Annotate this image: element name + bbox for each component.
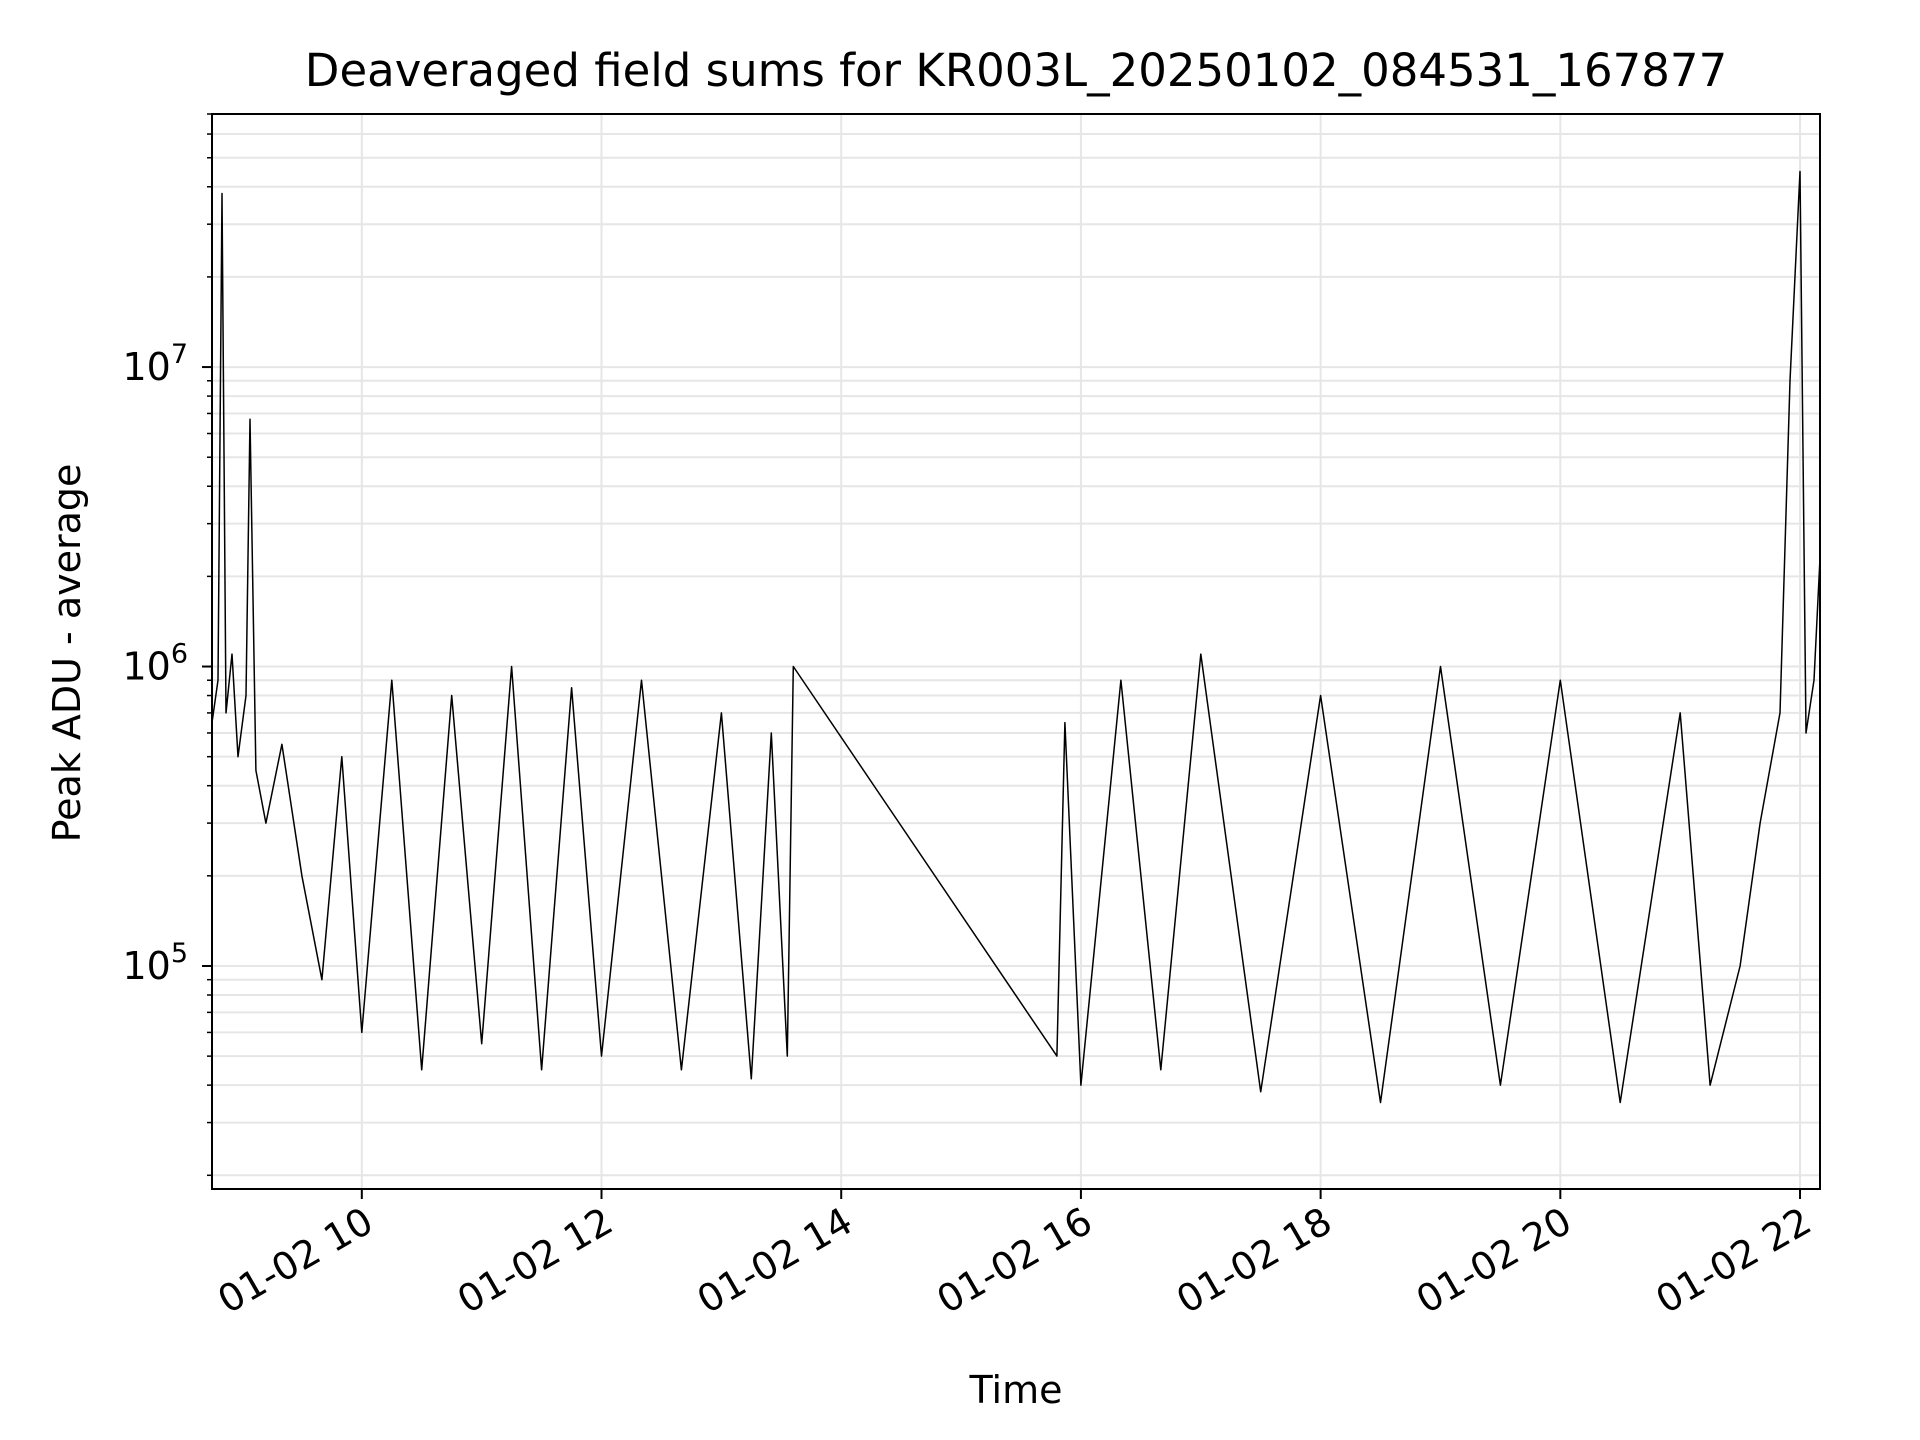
grid	[212, 113, 1820, 1189]
series-layer	[211, 170, 1821, 1104]
y-axis: 105 106 107	[122, 113, 212, 1177]
chart-title: Deaveraged field sums for KR003L_2025010…	[305, 44, 1727, 97]
y-axis-label: Peak ADU - average	[45, 464, 89, 843]
y-tick-label: 105	[122, 938, 188, 988]
y-tick-label: 106	[122, 639, 188, 689]
series-line	[211, 170, 1821, 1104]
y-tick-label: 107	[122, 339, 188, 389]
x-axis-label: Time	[969, 1368, 1063, 1412]
plot-frame	[211, 113, 1821, 1190]
